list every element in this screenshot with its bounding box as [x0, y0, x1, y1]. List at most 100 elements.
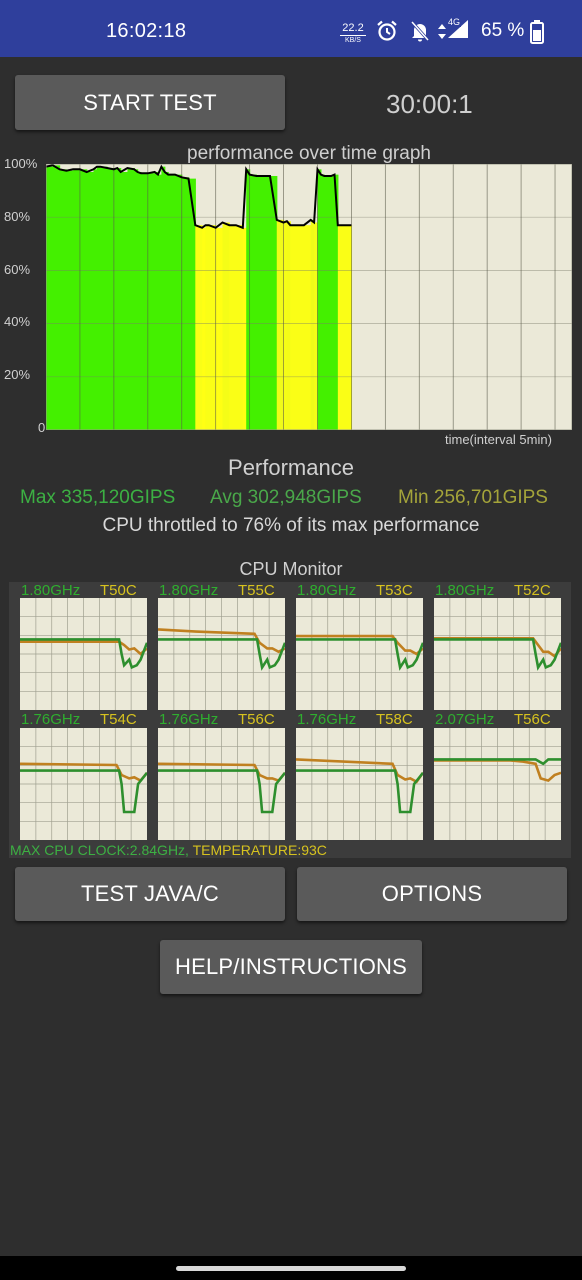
net-speed: 22.2 KB/S: [340, 23, 366, 44]
options-button[interactable]: OPTIONS: [297, 867, 567, 921]
cpu-core-frequency: 1.80GHz: [159, 582, 219, 599]
performance-fill-segment: [242, 227, 247, 430]
performance-fill-segment: [96, 166, 101, 430]
performance-fill-segment: [317, 169, 322, 430]
cpu-frequency-line: [434, 638, 561, 671]
cpu-core-temperature: T54C: [100, 711, 137, 728]
performance-fill-segment: [86, 171, 95, 430]
performance-fill-segment: [120, 171, 129, 430]
performance-fill-segment: [337, 225, 346, 430]
cpu-core-frequency: 1.80GHz: [435, 582, 495, 599]
performance-fill-segment: [314, 222, 319, 430]
net-speed-value: 22.2: [342, 22, 364, 34]
start-test-button[interactable]: START TEST: [15, 75, 285, 130]
performance-fill-segment: [181, 177, 190, 430]
signal-icon: [446, 18, 470, 45]
cpu-core-chart: [158, 728, 285, 840]
performance-fill-segment: [107, 167, 115, 430]
performance-fill-segment: [46, 166, 54, 430]
performance-fill-segment: [202, 227, 207, 430]
max-cpu-clock: MAX CPU CLOCK:2.84GHz,: [10, 842, 189, 858]
performance-fill-segment: [137, 171, 142, 430]
cpu-core-frequency: 1.80GHz: [297, 582, 357, 599]
bell-off-icon: [410, 20, 430, 47]
cpu-temperature: TEMPERATURE:93C: [192, 842, 327, 858]
performance-fill-segment: [320, 174, 325, 430]
performance-fill-segment: [303, 225, 312, 430]
y-label-100: 100%: [4, 156, 38, 171]
performance-fill-segment: [324, 175, 332, 430]
cpu-core-chart: [434, 598, 561, 710]
avg-performance: Avg 302,948GIPS: [210, 487, 362, 508]
cpu-core-temperature: T56C: [238, 711, 275, 728]
performance-fill-segment: [283, 222, 288, 430]
performance-fill-segment: [276, 219, 285, 430]
performance-title: Performance: [228, 455, 354, 480]
performance-fill-segment: [134, 169, 139, 430]
status-bar: 16:02:18 22.2 KB/S 4G 4G 65 %: [0, 0, 582, 57]
performance-fill-segment: [297, 225, 305, 430]
max-performance: Max 335,120GIPS: [20, 487, 176, 508]
cpu-core-chart: [20, 728, 147, 840]
min-performance: Min 256,701GIPS: [398, 487, 548, 508]
cpu-core-frequency: 1.80GHz: [21, 582, 81, 599]
net-speed-unit: KB/S: [340, 35, 366, 44]
cpu-core-frequency: 1.76GHz: [297, 711, 357, 728]
cpu-temperature-line: [296, 634, 423, 656]
y-label-60: 60%: [4, 262, 31, 277]
performance-fill-segment: [215, 227, 224, 430]
cpu-core-temperature: T55C: [238, 582, 275, 599]
performance-fill-segment: [113, 169, 118, 430]
y-label-0: 0: [38, 420, 46, 435]
performance-fill-segment: [79, 169, 88, 430]
performance-line: [46, 164, 352, 230]
cpu-core-chart: [434, 728, 561, 840]
cpu-core-frequency: 1.76GHz: [21, 711, 81, 728]
performance-fill-segment: [168, 174, 176, 430]
cpu-core-chart: [296, 728, 423, 840]
y-label-80: 80%: [4, 209, 31, 224]
performance-fill-segment: [164, 171, 169, 430]
performance-fill-segment: [222, 222, 230, 430]
cpu-core-chart: [296, 598, 423, 710]
cpu-frequency-line: [158, 769, 285, 814]
cpu-frequency-line: [20, 638, 147, 670]
performance-fill-segment: [286, 221, 291, 430]
performance-fill-segment: [236, 225, 244, 430]
performance-fill-segment: [73, 169, 81, 430]
cpu-footer: MAX CPU CLOCK:2.84GHz, TEMPERATURE:93C: [10, 842, 327, 858]
performance-fill-segment: [246, 169, 251, 430]
cpu-frequency-line: [158, 638, 285, 671]
performance-fill-segment: [141, 173, 149, 430]
performance-fill-segment: [157, 174, 162, 430]
test-java-c-button[interactable]: TEST JAVA/C: [15, 867, 285, 921]
performance-fill-segment: [93, 169, 98, 430]
performance-fill-segment: [174, 174, 183, 430]
status-time: 16:02:18: [106, 20, 187, 42]
cpu-temperature-line: [158, 628, 285, 654]
performance-fill-segment: [66, 170, 74, 430]
performance-graph: [46, 164, 572, 430]
performance-fill-segment: [229, 225, 237, 430]
cpu-core-temperature: T56C: [514, 711, 551, 728]
y-label-40: 40%: [4, 314, 31, 329]
cpu-core-temperature: T58C: [376, 711, 413, 728]
cpu-core-temperature: T52C: [514, 582, 551, 599]
performance-fill-segment: [188, 178, 196, 430]
performance-fill-segment: [344, 225, 353, 430]
performance-fill-segment: [147, 173, 156, 430]
performance-fill-segment: [52, 165, 61, 430]
data-arrows-icon: [437, 20, 447, 47]
performance-fill-segment: [59, 169, 67, 430]
performance-fill-segment: [256, 175, 264, 430]
performance-fill-segment: [249, 174, 257, 430]
graph-title: performance over time graph: [187, 143, 431, 164]
cpu-frequency-line: [296, 638, 423, 671]
performance-fill-segment: [154, 171, 159, 430]
performance-fill-segment: [293, 225, 298, 430]
performance-fill-segment: [263, 175, 271, 430]
cpu-monitor-title: CPU Monitor: [239, 559, 343, 579]
home-gesture-handle[interactable]: [176, 1266, 406, 1271]
help-instructions-button[interactable]: HELP/INSTRUCTIONS: [160, 940, 422, 994]
cpu-frequency-line: [296, 769, 423, 814]
